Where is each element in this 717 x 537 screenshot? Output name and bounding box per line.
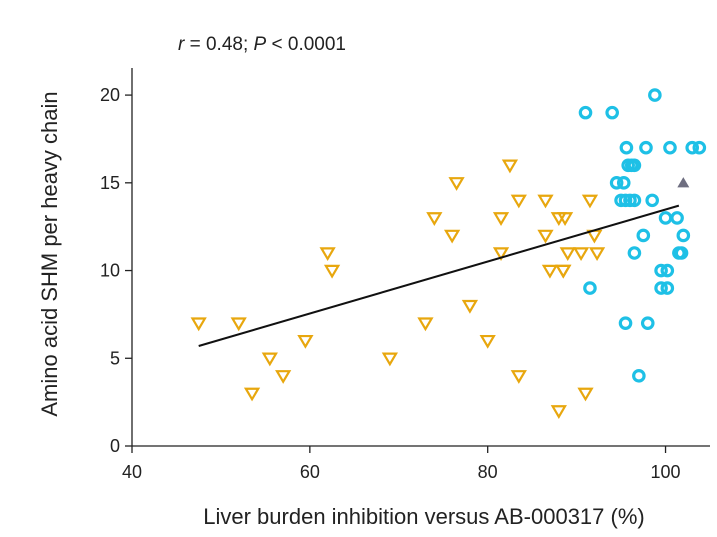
data-point: [605, 105, 619, 120]
data-point: [443, 229, 461, 244]
data-point: [550, 405, 567, 419]
data-point: [275, 370, 292, 384]
data-point: [658, 211, 673, 225]
y-tick-label: 15: [100, 173, 120, 193]
data-point: [417, 317, 434, 332]
x-tick-label: 100: [651, 462, 681, 482]
p-symbol: P: [254, 34, 267, 55]
data-point: [541, 264, 559, 279]
data-point: [636, 228, 651, 243]
data-point: [537, 229, 554, 244]
x-tick-label: 60: [300, 462, 320, 482]
data-point: [660, 281, 675, 295]
data-point: [243, 387, 261, 402]
data-point: [654, 263, 668, 278]
x-axis-title: Liver burden inhibition versus AB-000317…: [203, 504, 644, 529]
data-point: [261, 352, 278, 367]
data-point: [492, 212, 510, 226]
data-point: [577, 387, 594, 402]
y-axis-ticks: 0 5 10 15 20: [100, 85, 132, 456]
r-symbol: r: [178, 34, 185, 55]
x-tick-label: 80: [478, 462, 498, 482]
data-point: [578, 105, 593, 120]
data-point: [510, 370, 527, 384]
data-point: [479, 334, 496, 349]
data-point: [555, 264, 572, 279]
y-tick-label: 5: [110, 348, 120, 368]
data-point: [640, 316, 655, 330]
data-point: [632, 369, 646, 383]
data-point: [692, 140, 707, 155]
data-point: [230, 317, 247, 332]
data-point: [501, 159, 519, 174]
data-point: [559, 247, 576, 262]
x-tick-label: 40: [122, 462, 142, 482]
data-point: [461, 299, 479, 314]
y-tick-label: 20: [100, 85, 120, 105]
data-point: [676, 228, 691, 243]
data-point: [426, 212, 443, 226]
y-tick-label: 10: [100, 261, 120, 281]
data-point: [618, 316, 633, 330]
p-value: < 0.0001: [266, 34, 346, 55]
data-point: [319, 247, 336, 262]
data-point: [381, 352, 399, 367]
data-point: [663, 140, 677, 155]
data-point: [616, 176, 631, 190]
correlation-annotation: r = 0.48; P < 0.0001: [178, 34, 346, 55]
data-point: [537, 194, 554, 209]
data-points: [190, 88, 707, 419]
data-point: [627, 246, 642, 260]
data-point: [190, 317, 207, 332]
data-point: [660, 263, 675, 278]
data-point: [645, 193, 659, 208]
x-axis-ticks: 40 60 80 100: [122, 446, 681, 482]
data-point: [492, 247, 510, 262]
data-point: [627, 193, 642, 208]
data-point: [685, 140, 700, 155]
data-point: [297, 334, 314, 349]
data-point: [654, 281, 668, 295]
y-axis-title: Amino acid SHM per heavy chain: [37, 91, 62, 416]
data-point: [670, 211, 684, 225]
data-point: [677, 177, 690, 188]
data-point: [609, 176, 624, 190]
data-point: [572, 247, 590, 262]
data-point: [323, 264, 341, 279]
data-point: [448, 177, 465, 191]
data-point: [581, 194, 599, 209]
data-point: [583, 281, 597, 295]
data-point: [639, 140, 653, 155]
data-point: [648, 88, 662, 102]
axes: 0 5 10 15 20 40 60 80 100: [100, 68, 710, 482]
r-value: = 0.48;: [184, 34, 253, 55]
data-point: [619, 140, 634, 155]
data-point: [510, 194, 527, 209]
data-point: [623, 193, 637, 208]
data-point: [588, 247, 606, 262]
data-point: [674, 246, 689, 260]
data-point: [556, 212, 574, 226]
y-tick-label: 0: [110, 436, 120, 456]
regression-line: [198, 204, 680, 347]
data-point: [627, 158, 642, 173]
